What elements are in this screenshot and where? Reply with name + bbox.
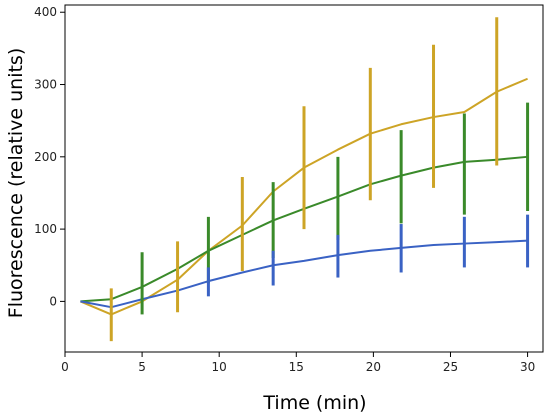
y-axis-ticks: 0 100 200 300 400 (34, 5, 65, 308)
x-tick-label: 15 (289, 360, 304, 374)
x-tick-label: 25 (443, 360, 458, 374)
x-tick-label: 0 (61, 360, 69, 374)
x-tick-label: 10 (212, 360, 227, 374)
y-tick-label: 100 (34, 222, 57, 236)
x-axis-label: Time (min) (262, 392, 366, 414)
x-tick-label: 30 (520, 360, 535, 374)
x-tick-label: 5 (138, 360, 146, 374)
y-tick-label: 200 (34, 150, 57, 164)
y-tick-label: 300 (34, 78, 57, 92)
y-axis-label: Fluorescence (relative units) (5, 48, 27, 318)
y-tick-label: 0 (49, 294, 57, 308)
x-axis-ticks: 0 5 10 15 20 25 30 (61, 352, 535, 374)
x-tick-label: 20 (366, 360, 381, 374)
error-bars (109, 17, 530, 342)
series-line-3 (80, 239, 528, 309)
plot-frame (64, 4, 544, 353)
y-tick-label: 400 (34, 5, 57, 19)
